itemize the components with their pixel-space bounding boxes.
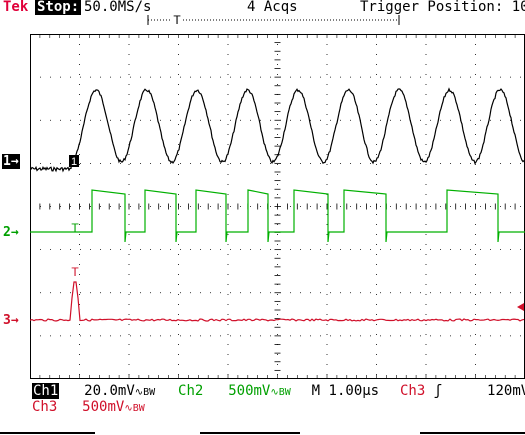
ch3-trace [30, 281, 525, 322]
ch3-label[interactable]: Ch3 [32, 399, 58, 415]
oscilloscope-graticule: 1 T T [30, 34, 525, 379]
readout-panel: Ch1 20.0mV∿BW Ch2 500mV∿BW M 1.00µs Ch3 … [0, 380, 525, 435]
ch1-label[interactable]: Ch1 [32, 383, 60, 399]
sample-rate: 50.0MS/s [84, 0, 152, 15]
ch3-coupling: ∿BW [124, 403, 145, 414]
bottom-divider [0, 432, 525, 434]
ch1-scale: 20.0mV [84, 383, 135, 399]
trigger-level[interactable]: 120mV [487, 383, 525, 399]
ch2-trace [30, 189, 525, 243]
ch3-scale: 500mV [82, 399, 125, 415]
trigger-level-arrow-icon [517, 303, 524, 311]
ch2-coupling: ∿BW [270, 387, 291, 398]
svg-text:1: 1 [71, 156, 77, 168]
trigger-position: Trigger Position: 10% [360, 0, 525, 15]
trigger-bracket-marker: T [173, 13, 181, 27]
ch2-scale: 500mV [228, 383, 271, 399]
ch1-trace-label: 1 [69, 155, 79, 168]
trigger-source[interactable]: Ch3 [399, 383, 426, 399]
ch1-trace [30, 87, 525, 173]
run-state-badge: Stop: [35, 0, 82, 15]
trigger-slope-icon: ʃ [433, 383, 443, 399]
readout-row-1: Ch1 20.0mV∿BW Ch2 500mV∿BW M 1.00µs Ch3 … [32, 383, 525, 399]
timebase[interactable]: M 1.00µs [311, 383, 380, 399]
ch3-trigger-marker: T [71, 265, 79, 279]
acquisition-count: 4 Acqs [247, 0, 298, 15]
graticule-grid [30, 34, 525, 379]
status-bar: Tek Stop: 50.0MS/s 4 Acqs Trigger Positi… [0, 0, 525, 34]
ch2-trigger-marker: T [71, 221, 79, 235]
brand-label: Tek [3, 0, 29, 15]
record-window-bracket: T [147, 13, 400, 27]
ch2-label[interactable]: Ch2 [178, 383, 204, 399]
ch1-coupling: ∿BW [134, 387, 156, 398]
ch3-ground-marker[interactable]: 3→ [3, 313, 19, 328]
ch2-ground-marker[interactable]: 2→ [3, 225, 19, 240]
readout-row-2: Ch3 500mV∿BW [32, 399, 145, 415]
ch1-ground-marker[interactable]: 1→ [2, 154, 20, 169]
